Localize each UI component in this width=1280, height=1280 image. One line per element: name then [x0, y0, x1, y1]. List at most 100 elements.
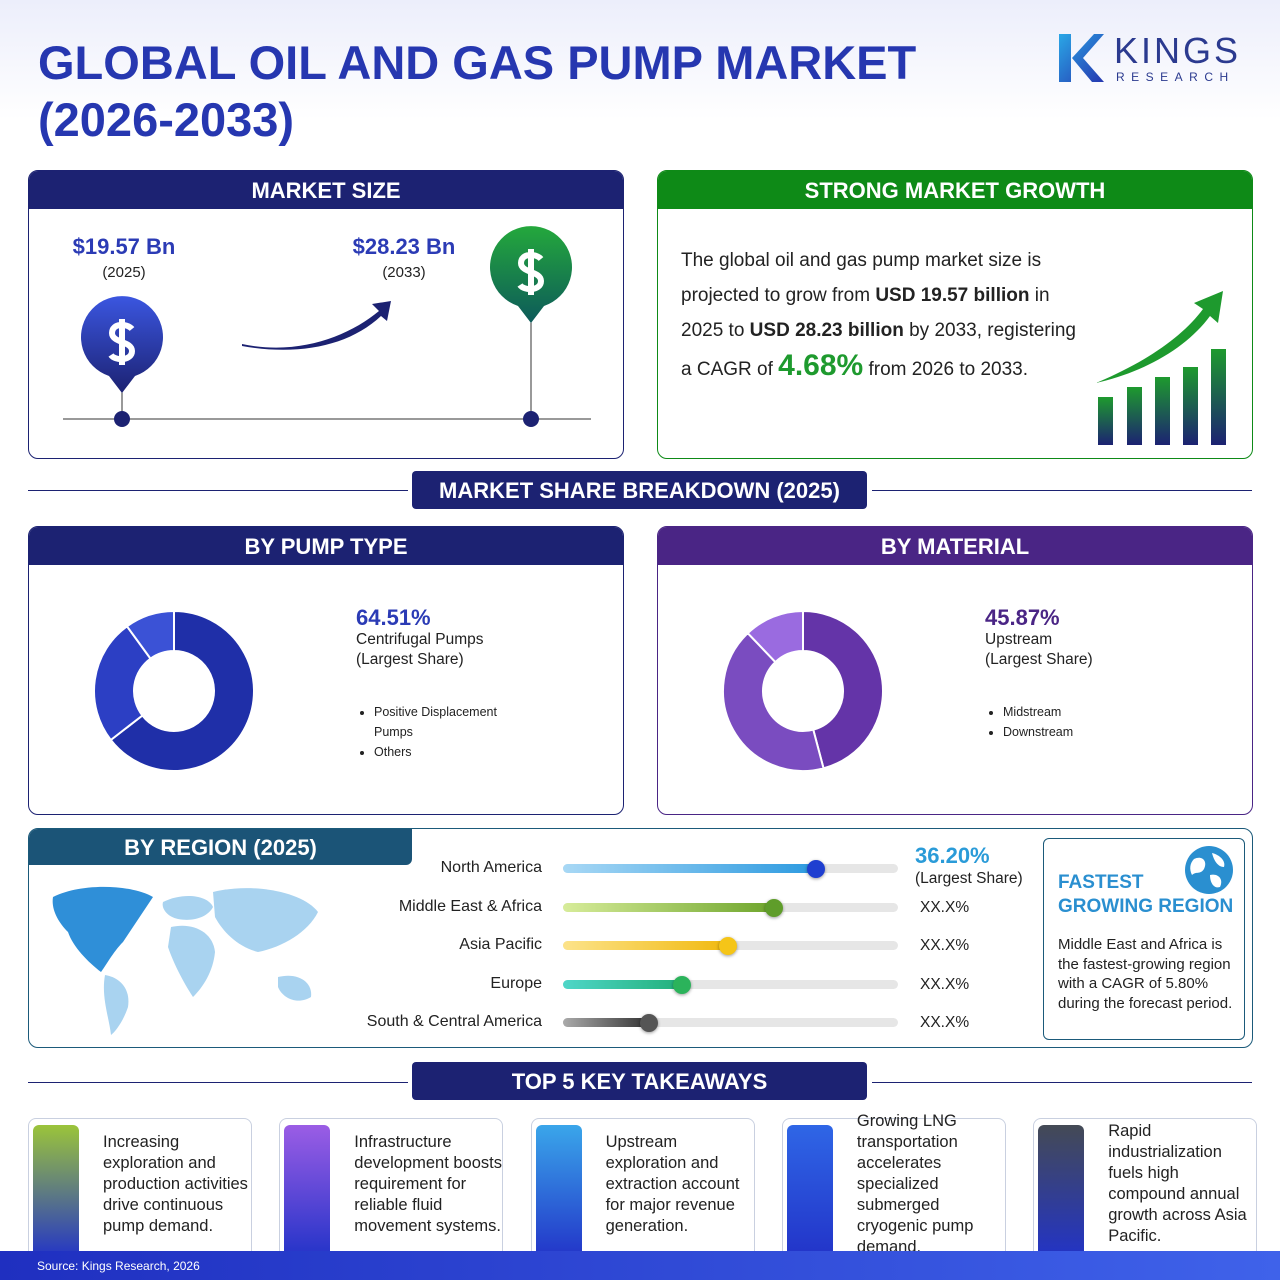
logo-name: KINGS [1114, 30, 1242, 71]
takeaway-text: Infrastructure development boosts requir… [354, 1132, 502, 1235]
share-note: (Largest Share) [985, 651, 1093, 668]
region-name: North America [440, 859, 542, 876]
takeaway-strip [535, 1125, 582, 1259]
growth-text-part: USD 19.57 billion [875, 285, 1030, 306]
slider-track [563, 1018, 898, 1027]
takeaway-strip [786, 1125, 833, 1259]
donut [722, 609, 884, 772]
section-title: MARKET SHARE BREAKDOWN (2025) [412, 471, 867, 509]
end-year: (2033) [382, 264, 426, 281]
source: Source: Kings Research, 2026 [37, 1259, 200, 1273]
slider-knob [719, 937, 738, 955]
takeaway-text: Growing LNG transportation accelerates s… [856, 1111, 974, 1256]
takeaway-strip [1038, 1125, 1085, 1259]
region-name: Asia Pacific [459, 936, 542, 953]
takeaway-card: Increasing exploration and production ac… [28, 1118, 252, 1260]
panel-title: STRONG MARKET GROWTH [658, 171, 1252, 209]
other-segments: MidstreamDownstream [985, 702, 1153, 742]
growth-text-part: 4.68% [778, 349, 864, 382]
growth-text-part: The global oil and gas pump market size … [681, 250, 1042, 306]
region-panel: BY REGION (2025) FASTEST GROWING REGION … [28, 828, 1253, 1048]
footer: Source: Kings Research, 2026 [0, 1251, 1280, 1280]
share-value: 64.51% [356, 605, 431, 630]
slider-track [563, 979, 898, 989]
donut-segment [125, 609, 175, 661]
logo-mark [1059, 34, 1104, 82]
end-value: $28.23 Bn [352, 234, 456, 259]
share-note: (Largest Share) [356, 651, 464, 668]
region-share: XX.X% [920, 975, 970, 993]
slider-knob [765, 898, 784, 917]
section-title: TOP 5 KEY TAKEAWAYS [412, 1062, 867, 1100]
donut-segment [93, 624, 152, 742]
fastest-box: FASTEST GROWING REGION Middle East and A… [1043, 838, 1245, 1040]
pump-type-panel: BY PUMP TYPE 64.51% Centrifugal Pumps (Lar… [28, 526, 624, 815]
share-value: 45.87% [985, 605, 1060, 630]
takeaway-text: Rapid industrialization fuels high compo… [1108, 1122, 1247, 1245]
start-year: (2025) [102, 264, 146, 281]
market-size-panel: MARKET SIZE $19.57 Bn (2025) $28.23 Bn (… [28, 170, 624, 459]
growth-text-part: by 2033, registering a CAGR of [681, 320, 1076, 380]
slider-knob [639, 1014, 658, 1032]
region-share: XX.X% [920, 1014, 970, 1031]
slider-fill [563, 941, 729, 950]
panel-title: BY PUMP TYPE [29, 527, 623, 565]
growth-text-part: USD 28.23 billion [749, 320, 904, 341]
title-line: (2026-2033) [38, 93, 295, 146]
start-value: $19.57 Bn [72, 234, 176, 259]
fastest-title: FASTEST GROWING REGION [1058, 871, 1233, 919]
region-name: Europe [490, 974, 542, 992]
fastest-title-line: FASTEST [1058, 872, 1144, 893]
slider-knob [806, 860, 825, 878]
growth-text-part: from 2026 to 2033. [863, 359, 1029, 380]
share-name: Upstream [985, 631, 1053, 648]
takeaway-text: Upstream exploration and extraction acco… [605, 1132, 740, 1235]
panel-title: BY MATERIAL [658, 527, 1252, 565]
donut-segment [722, 631, 825, 772]
title-line: GLOBAL OIL AND GAS PUMP MARKET [38, 36, 917, 89]
divider [28, 490, 408, 491]
slider-fill [563, 1018, 649, 1027]
growth-icon [1096, 291, 1226, 445]
slider-knob [672, 975, 691, 994]
growth-text-part: in 2025 to [681, 285, 1050, 341]
segment-name: Midstream [1003, 702, 1153, 722]
globe-icon [1185, 846, 1233, 894]
takeaway-text: Increasing exploration and production ac… [103, 1132, 248, 1235]
slider-fill [563, 864, 816, 873]
takeaway-card: Growing LNG transportation accelerates s… [781, 1111, 1006, 1260]
material-panel: BY MATERIAL 45.87% Upstream (Largest Share… [657, 526, 1253, 815]
takeaway-card: Upstream exploration and extraction acco… [530, 1118, 755, 1260]
world-map [52, 886, 318, 1035]
region-name: Middle East & Africa [398, 897, 542, 915]
fastest-title-line: GROWING REGION [1058, 896, 1234, 917]
slider-fill [563, 979, 682, 989]
takeaway-strip [284, 1125, 331, 1259]
segment-name: Positive Displacement Pumps [374, 702, 524, 742]
donut [93, 609, 255, 772]
other-segments: Positive Displacement PumpsOthers [356, 702, 524, 762]
region-share: 36.20% [915, 843, 990, 868]
region-share: XX.X% [920, 937, 970, 954]
panel-title: MARKET SIZE [29, 171, 623, 209]
share-name: Centrifugal Pumps [356, 631, 484, 648]
donut-segment [109, 609, 255, 772]
segment-name: Others [374, 742, 524, 762]
region-share: XX.X% [920, 898, 970, 916]
divider [28, 1082, 408, 1083]
slider-fill [563, 902, 775, 912]
panel-title: BY REGION (2025) [29, 829, 412, 865]
logo-sub: RESEARCH [1116, 70, 1235, 84]
donut-segment [746, 609, 804, 664]
takeaway-card: Rapid industrialization fuels high compo… [1033, 1118, 1258, 1260]
donut-segment [802, 609, 884, 770]
takeaway-strip [33, 1125, 79, 1259]
growth-panel: STRONG MARKET GROWTH The global oil and … [657, 170, 1253, 459]
takeaway-card: Infrastructure development boosts requir… [279, 1118, 504, 1260]
divider [872, 490, 1252, 491]
region-name: South & Central America [366, 1013, 542, 1030]
region-note: (Largest Share) [915, 870, 1023, 887]
divider [872, 1082, 1252, 1083]
segment-name: Downstream [1003, 722, 1153, 742]
